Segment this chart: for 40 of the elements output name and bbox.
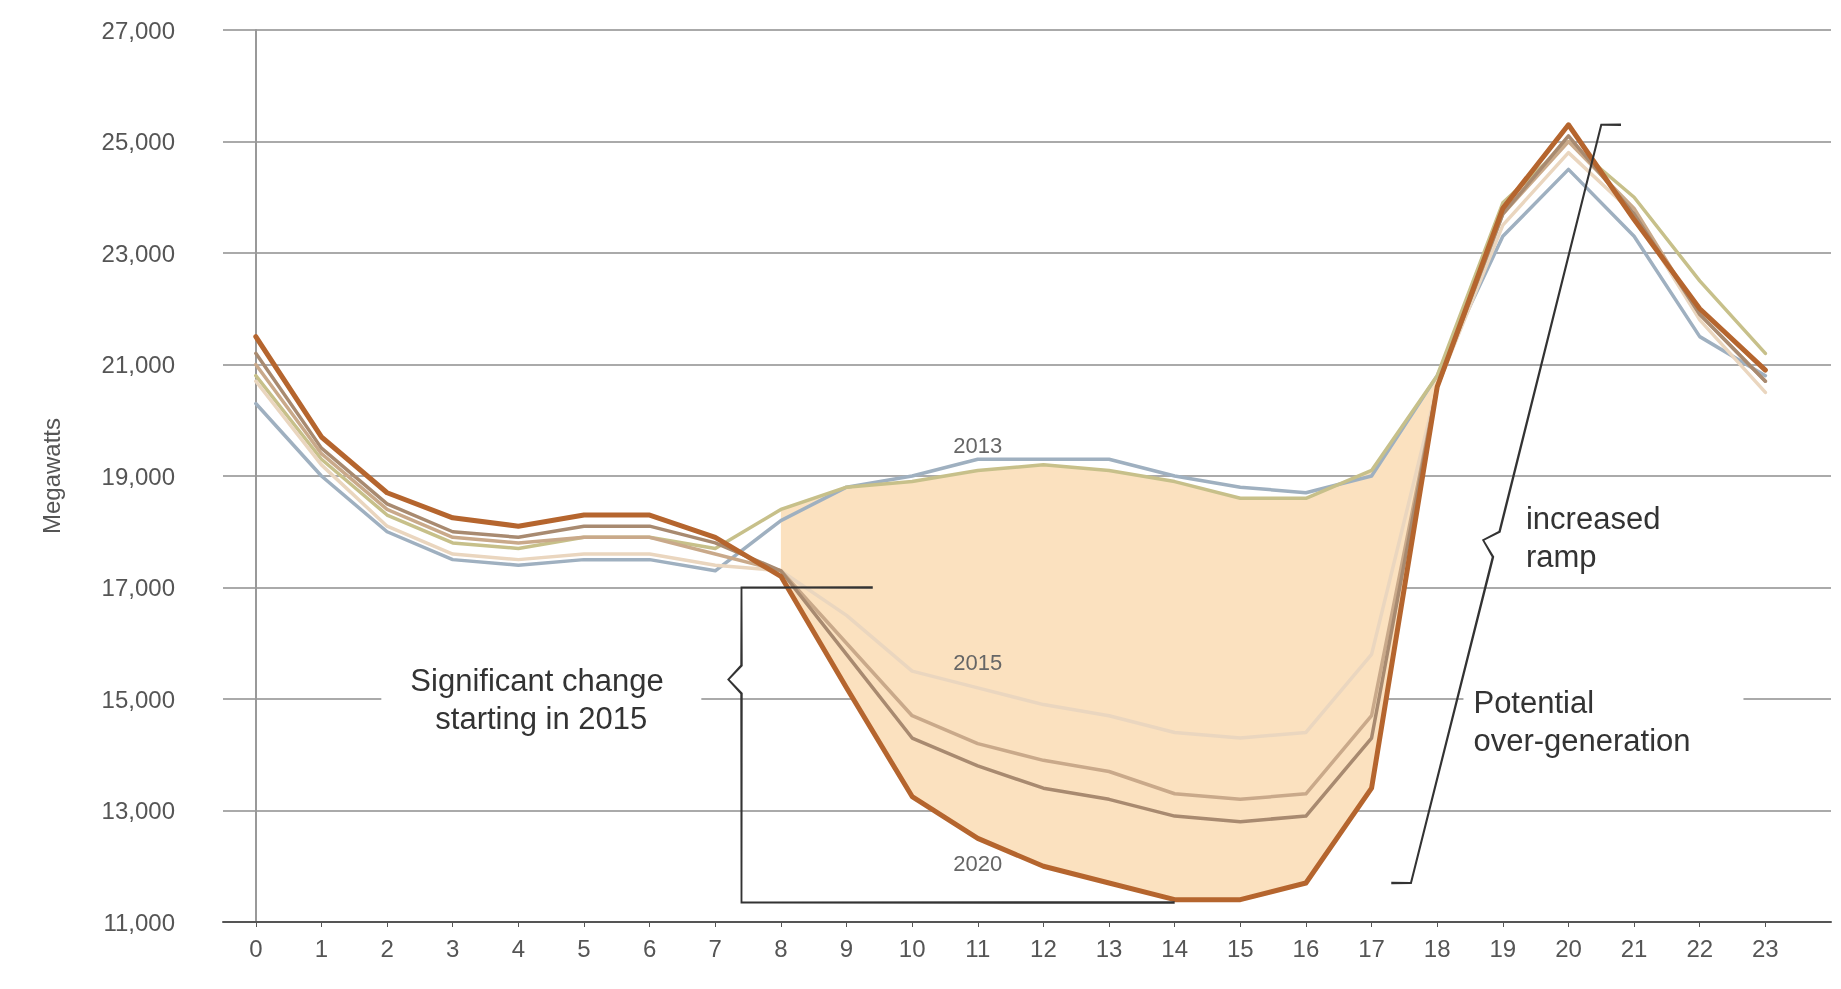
x-tick-label: 18 bbox=[1423, 934, 1451, 962]
x-tick-label: 7 bbox=[708, 934, 722, 962]
x-tick-label: 23 bbox=[1752, 934, 1779, 962]
x-tick-label: 14 bbox=[1161, 934, 1189, 962]
x-tick-label: 16 bbox=[1292, 934, 1320, 962]
x-tick-label: 3 bbox=[446, 934, 460, 962]
x-tick-label: 21 bbox=[1620, 934, 1648, 962]
x-tick-label: 17 bbox=[1358, 934, 1385, 962]
y-tick-label: 15,000 bbox=[101, 685, 175, 713]
y-axis-title: Megawatts bbox=[37, 417, 65, 535]
x-tick-label: 1 bbox=[314, 934, 329, 962]
x-tick-label: 4 bbox=[511, 934, 526, 962]
x-tick-label: 22 bbox=[1686, 934, 1714, 962]
x-tick-label: 10 bbox=[898, 934, 926, 962]
x-tick-label: 5 bbox=[577, 934, 591, 962]
x-tick-label: 0 bbox=[249, 934, 263, 962]
x-tick-label: 20 bbox=[1555, 934, 1582, 962]
x-tick-label: 9 bbox=[839, 934, 854, 962]
x-tick-label: 6 bbox=[642, 934, 657, 962]
x-tick-label: 15 bbox=[1226, 934, 1254, 962]
x-tick-label: 19 bbox=[1489, 934, 1517, 962]
x-tick-label: 2 bbox=[380, 934, 394, 962]
annotation: Potential over-generation bbox=[1473, 684, 1691, 758]
series-label: 2020 bbox=[953, 850, 1003, 876]
y-tick-label: 27,000 bbox=[101, 16, 175, 44]
y-tick-label: 17,000 bbox=[101, 574, 175, 601]
annotation: Significant change starting in 2015 bbox=[410, 662, 673, 736]
y-tick-label: 23,000 bbox=[101, 239, 175, 267]
y-tick-label: 21,000 bbox=[101, 351, 175, 378]
y-tick-label: 19,000 bbox=[101, 462, 175, 490]
annotation: increased ramp bbox=[1525, 500, 1669, 574]
y-tick-label: 11,000 bbox=[103, 908, 175, 936]
x-tick-label: 13 bbox=[1095, 934, 1123, 962]
x-tick-label: 8 bbox=[774, 934, 788, 962]
x-tick-label: 12 bbox=[1030, 934, 1057, 962]
series-label: 2015 bbox=[953, 650, 1003, 676]
y-tick-label: 25,000 bbox=[101, 128, 175, 155]
y-tick-label: 13,000 bbox=[101, 797, 175, 824]
x-tick-label: 11 bbox=[965, 934, 991, 962]
series-label: 2013 bbox=[953, 432, 1003, 458]
